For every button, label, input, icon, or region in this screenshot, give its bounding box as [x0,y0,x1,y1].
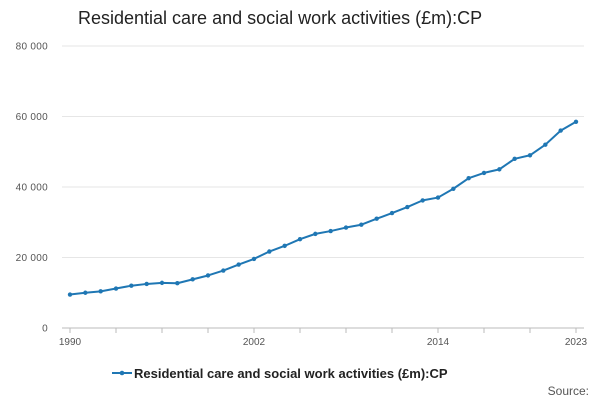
data-point[interactable] [435,195,441,200]
data-point[interactable] [267,249,272,254]
y-tick-label: 60 000 [16,112,49,123]
data-point[interactable] [251,256,257,262]
data-point[interactable] [343,225,349,230]
data-point[interactable] [83,290,88,295]
data-point[interactable] [359,222,364,227]
data-point[interactable] [129,283,134,288]
data-point[interactable] [389,210,395,216]
data-point[interactable] [481,170,487,176]
data-point[interactable] [113,286,119,291]
data-point[interactable] [205,273,211,278]
x-tick-label: 2023 [565,337,588,348]
data-point[interactable] [221,268,226,273]
data-point[interactable] [297,236,303,242]
data-point[interactable] [512,156,517,161]
data-point[interactable] [420,198,425,203]
x-tick-label: 2014 [427,337,450,348]
x-axis: 1990 2002 2014 2023 [59,327,588,348]
y-tick-label: 0 [42,324,48,335]
y-axis: 0 20 000 40 000 60 000 80 000 [16,42,49,335]
source-label: Source: [548,384,589,398]
data-point[interactable] [497,167,502,172]
data-point[interactable] [328,228,333,234]
data-point[interactable] [144,281,149,287]
data-point[interactable] [190,277,195,282]
series-line [69,120,577,296]
data-point[interactable] [405,204,410,210]
x-tick-label: 2002 [243,337,266,348]
data-point[interactable] [466,175,471,181]
data-point[interactable] [175,281,180,286]
data-point[interactable] [558,128,563,133]
data-point[interactable] [451,186,456,191]
data-point[interactable] [313,231,318,237]
data-point[interactable] [282,243,287,249]
gridlines [62,45,584,258]
legend[interactable]: Residential care and social work activit… [112,366,448,381]
y-tick-label: 40 000 [16,183,49,194]
plot-area [67,119,579,297]
data-point[interactable] [159,280,165,286]
y-tick-label: 80 000 [16,42,49,53]
legend-point-marker [119,370,125,376]
data-point[interactable] [573,119,579,124]
chart-title: Residential care and social work activit… [78,8,482,28]
data-point[interactable] [236,262,241,267]
data-point[interactable] [98,289,103,294]
data-point[interactable] [527,153,533,158]
y-tick-label: 20 000 [16,253,49,264]
data-point[interactable] [67,292,73,297]
x-tick-label: 1990 [59,337,82,348]
data-point[interactable] [374,216,379,221]
legend-label: Residential care and social work activit… [134,366,448,381]
data-point[interactable] [543,142,548,147]
